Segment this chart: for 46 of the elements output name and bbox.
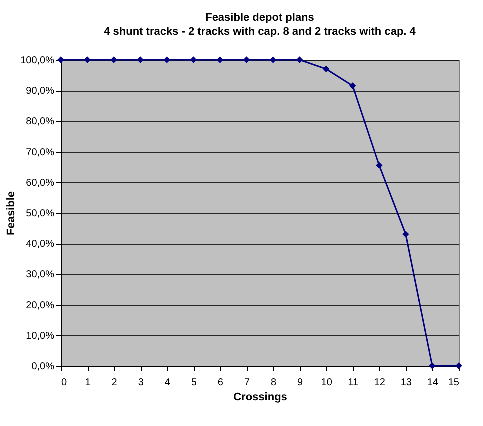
point bbox=[456, 362, 462, 370]
point bbox=[216, 56, 224, 64]
point bbox=[429, 362, 436, 370]
x-tick-label: 15 bbox=[448, 378, 460, 388]
y-tick-label: 20,0% bbox=[26, 300, 55, 312]
point bbox=[296, 56, 304, 64]
y-tick-label: 90,0% bbox=[26, 86, 55, 98]
x-tick-label: 1 bbox=[85, 378, 92, 388]
x-tick-label: 3 bbox=[138, 378, 144, 388]
point bbox=[270, 56, 277, 64]
point bbox=[190, 56, 198, 64]
point bbox=[137, 56, 144, 64]
x-tick-label: 11 bbox=[348, 378, 359, 388]
x-tick-label: 7 bbox=[244, 378, 250, 388]
point bbox=[110, 56, 118, 64]
x-tick-label: 12 bbox=[374, 378, 386, 388]
y-tick-label: 50,0% bbox=[26, 208, 55, 220]
x-axis-title: Crossings bbox=[234, 392, 288, 404]
x-tick-label: 6 bbox=[218, 378, 224, 388]
x-tick-label: 0 bbox=[62, 378, 68, 388]
point bbox=[402, 231, 410, 238]
point bbox=[243, 56, 250, 64]
y-tick-label: 80,0% bbox=[26, 116, 55, 128]
point bbox=[164, 56, 170, 64]
point bbox=[376, 162, 383, 169]
x-tick-label: 8 bbox=[270, 378, 277, 388]
y-tick-label: 60,0% bbox=[26, 178, 55, 189]
chart-title: Feasible depot plans bbox=[206, 12, 314, 24]
point bbox=[350, 82, 356, 90]
chart-subtitle: 4 shunt tracks - 2 tracks with cap. 8 and 2 tracks with cap. 4 bbox=[104, 26, 417, 38]
x-tick-label: 4 bbox=[164, 378, 171, 388]
y-tick-label: 70,0% bbox=[26, 147, 55, 158]
y-tick-label: 30,0% bbox=[26, 270, 55, 281]
y-tick-label: 100,0% bbox=[20, 56, 55, 66]
y-tick-label: 40,0% bbox=[26, 239, 55, 250]
y-tick-label: 0,0% bbox=[32, 362, 55, 372]
x-tick-label: 10 bbox=[321, 378, 333, 388]
y-axis-title: Feasible bbox=[6, 191, 18, 236]
point bbox=[84, 56, 91, 64]
x-tick-label: 5 bbox=[191, 378, 198, 388]
x-tick-label: 9 bbox=[298, 378, 304, 388]
x-tick-label: 14 bbox=[427, 378, 439, 388]
y-tick-label: 10,0% bbox=[26, 330, 55, 342]
x-tick-label: 2 bbox=[112, 378, 118, 388]
point bbox=[322, 66, 330, 73]
x-tick-label: 13 bbox=[400, 378, 412, 388]
